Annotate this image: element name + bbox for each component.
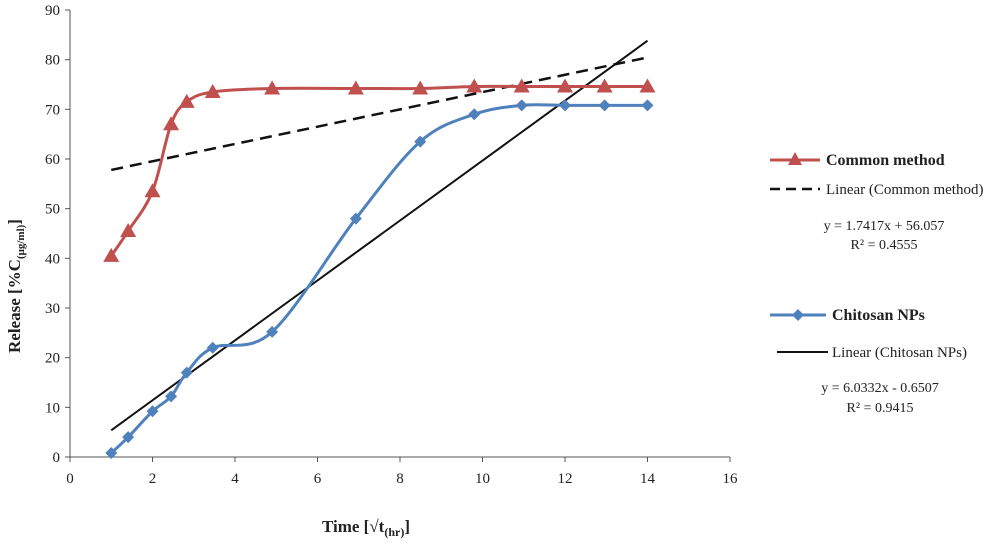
data-point-chitosan-nps: [146, 405, 159, 418]
data-point-common-method: [347, 80, 364, 95]
legend-chitosan-nps: Chitosan NPs: [770, 307, 925, 324]
data-point-chitosan-nps: [122, 431, 135, 444]
data-point-common-method: [412, 80, 429, 95]
common-r2: R² = 0.4555: [851, 238, 918, 253]
x-tick-label: 12: [558, 471, 573, 487]
x-axis-title: Time [√t(hr)]: [322, 517, 410, 539]
data-point-common-method: [264, 80, 281, 95]
x-tick-label: 2: [149, 471, 157, 487]
trendline-common-method: [110, 56, 648, 172]
data-point-common-method: [557, 78, 573, 93]
data-point-chitosan-nps: [165, 390, 178, 403]
data-point-chitosan-nps: [266, 325, 279, 338]
legend: Common method Linear (Common method) y =…: [770, 152, 983, 416]
y-tick-label: 70: [45, 102, 60, 118]
data-point-chitosan-nps: [559, 99, 571, 112]
x-tick-label: 14: [640, 471, 656, 487]
legend-common-method: Common method: [770, 152, 945, 169]
data-point-common-method: [639, 78, 656, 93]
data-point-chitosan-nps: [515, 99, 528, 112]
data-point-chitosan-nps: [105, 447, 118, 460]
y-tick-label: 80: [45, 53, 60, 69]
data-point-chitosan-nps: [414, 135, 427, 148]
y-tick-label: 40: [45, 251, 60, 267]
axes: 0 10 20 30 40 50 60 70 80 90 0 2 4 6 8 10 12 14 16: [45, 3, 738, 487]
data-point-common-method: [144, 183, 161, 198]
series-line-chitosan-nps: [110, 103, 648, 455]
y-tick-label: 90: [45, 3, 60, 19]
series: [103, 78, 656, 460]
y-tick-label: 60: [45, 152, 60, 168]
data-point-common-method: [163, 116, 180, 131]
data-point-chitosan-nps: [641, 99, 654, 112]
legend-triangle-icon: [788, 152, 802, 165]
data-point-common-method: [103, 247, 120, 262]
data-point-chitosan-nps: [468, 108, 481, 121]
chitosan-equation: y = 6.0332x - 0.6507: [821, 381, 939, 396]
legend-common-label: Common method: [826, 152, 945, 169]
legend-linear-chitosan-label: Linear (Chitosan NPs): [832, 345, 967, 361]
data-point-common-method: [178, 93, 195, 108]
legend-linear-chitosan: Linear (Chitosan NPs): [777, 345, 967, 361]
y-axis-title: Release [%C(μg/ml)]: [5, 219, 27, 353]
legend-chitosan-label: Chitosan NPs: [832, 307, 925, 324]
y-tick-label: 0: [53, 450, 61, 466]
chitosan-r2: R² = 0.9415: [847, 401, 914, 416]
data-point-common-method: [204, 83, 221, 98]
legend-linear-common: Linear (Common method): [770, 182, 983, 198]
data-point-common-method: [596, 78, 613, 93]
y-tick-label: 20: [45, 351, 60, 367]
data-point-chitosan-nps: [598, 99, 611, 112]
data-point-chitosan-nps: [180, 366, 193, 379]
x-tick-label: 10: [475, 471, 490, 487]
data-point-chitosan-nps: [349, 212, 362, 225]
x-tick-label: 0: [66, 471, 74, 487]
y-tick-label: 30: [45, 301, 60, 317]
y-tick-label: 50: [45, 202, 60, 218]
series-line-common-method: [110, 84, 648, 257]
data-point-common-method: [513, 78, 530, 93]
data-point-common-method: [120, 223, 137, 238]
x-tick-label: 4: [231, 471, 239, 487]
legend-diamond-icon: [792, 309, 804, 321]
y-tick-label: 10: [45, 400, 60, 416]
common-equation: y = 1.7417x + 56.057: [824, 219, 945, 234]
legend-linear-common-label: Linear (Common method): [826, 182, 983, 198]
x-tick-label: 16: [723, 471, 739, 487]
data-point-chitosan-nps: [206, 341, 219, 354]
x-tick-label: 6: [314, 471, 322, 487]
data-point-common-method: [466, 78, 483, 93]
x-tick-label: 8: [396, 471, 404, 487]
